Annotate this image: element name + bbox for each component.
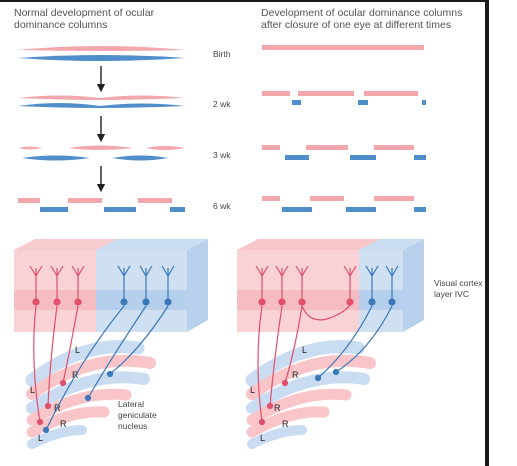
stripe-blue-birth <box>18 55 185 61</box>
stripe-pink-6wk-a <box>18 198 40 203</box>
right-lgn <box>245 340 376 449</box>
closure-pink-6wk-b <box>310 196 344 201</box>
closure-stripes <box>262 45 426 212</box>
lgn-left-layer-5: R <box>60 419 67 429</box>
stripe-pink-3wk-a <box>18 146 42 150</box>
normal-stripes <box>18 46 185 212</box>
closure-blue-6wk-a <box>282 207 312 212</box>
right-title-line2: after closure of one eye at different ti… <box>261 19 451 31</box>
lgn-label-line2: geniculate <box>118 410 157 420</box>
lgn-right-layer-5: R <box>282 419 289 429</box>
lgn-label-line3: nucleus <box>118 421 147 431</box>
right-title-line1: Development of ocular dominance columns <box>261 7 462 19</box>
closure-pink-birth <box>262 45 424 50</box>
left-pink-neuron-3 <box>59 265 85 387</box>
right-pink-neuron-1 <box>255 265 269 426</box>
left-pink-neuron-2 <box>44 265 64 410</box>
closure-pink-2wk-b <box>298 91 354 96</box>
right-blue-neuron-1 <box>314 265 379 382</box>
closure-blue-6wk-b <box>346 207 376 212</box>
closure-blue-3wk-c <box>414 155 426 160</box>
lgn-right-layer-3: L <box>250 385 255 395</box>
stripe-blue-3wk-b <box>112 155 168 161</box>
stripe-blue-6wk-b <box>104 207 136 212</box>
closure-pink-6wk-a <box>262 196 280 201</box>
cortex-label-line2: layer IVC <box>434 289 469 299</box>
left-blue-neuron-1 <box>42 265 131 434</box>
closure-blue-6wk-c <box>414 207 426 212</box>
closure-pink-3wk-c <box>374 145 414 150</box>
left-cortex-block <box>14 239 208 332</box>
closure-pink-6wk-c <box>374 196 414 201</box>
right-pink-neuron-2 <box>266 265 289 410</box>
closure-blue-2wk-a <box>292 100 301 105</box>
closure-pink-2wk-a <box>262 91 290 96</box>
stripe-pink-6wk-c <box>138 198 172 203</box>
time-label-6wk: 6 wk <box>213 201 231 211</box>
stripe-pink-6wk-b <box>68 198 102 203</box>
closure-blue-3wk-b <box>350 155 376 160</box>
stripe-pink-3wk-c <box>146 146 185 150</box>
lgn-right-layer-1: L <box>302 345 307 355</box>
frame-right <box>485 0 489 466</box>
left-title-line1: Normal development of ocular <box>14 7 155 19</box>
closure-pink-2wk-c <box>364 91 418 96</box>
stripe-blue-3wk-a <box>22 155 90 161</box>
cortex-label-line1: Visual cortex <box>434 278 483 288</box>
lgn-left-layer-1: L <box>75 345 80 355</box>
closure-blue-3wk-a <box>285 155 309 160</box>
right-pink-neuron-4 <box>301 265 357 321</box>
time-label-3wk: 3 wk <box>213 150 231 160</box>
lgn-left-layer-6: L <box>38 433 43 443</box>
closure-pink-3wk-b <box>306 145 348 150</box>
left-pink-neuron-1 <box>29 265 44 426</box>
lgn-right-layer-4: R <box>274 403 281 413</box>
stripe-blue-2wk <box>18 103 185 108</box>
stripe-pink-2wk <box>18 95 185 100</box>
left-lgn <box>25 340 156 449</box>
lgn-label-line1: Lateral <box>118 399 144 409</box>
left-blue-neuron-2 <box>84 265 153 402</box>
closure-pink-3wk-a <box>262 145 280 150</box>
closure-blue-2wk-b <box>358 100 368 105</box>
right-pink-neuron-3 <box>281 265 309 387</box>
stripe-blue-6wk-a <box>40 207 68 212</box>
stripe-blue-6wk-c <box>170 207 185 212</box>
lgn-right-layer-6: L <box>260 433 265 443</box>
left-blue-neuron-3 <box>106 265 175 378</box>
lgn-right-layer-2: R <box>292 370 299 380</box>
lgn-left-layer-3: L <box>30 385 35 395</box>
time-label-birth: Birth <box>213 49 231 59</box>
left-neurons <box>29 265 175 434</box>
time-label-2wk: 2 wk <box>213 99 231 109</box>
right-neurons <box>255 265 399 426</box>
closure-blue-2wk-c <box>422 100 426 105</box>
stripe-pink-3wk-b <box>68 145 133 150</box>
left-title-line2: dominance columns <box>14 19 107 31</box>
stripe-pink-birth <box>18 46 185 51</box>
right-blue-neuron-2 <box>332 265 399 376</box>
